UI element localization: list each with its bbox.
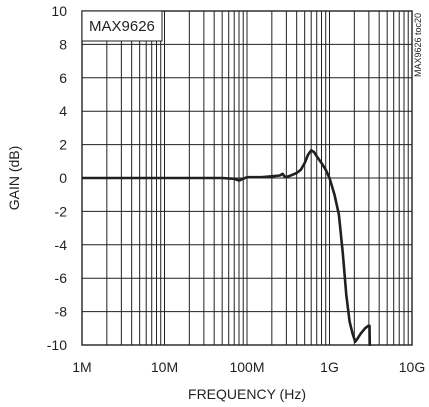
y-tick-label: -8 [55, 304, 68, 320]
y-tick-label: 0 [59, 170, 67, 186]
y-tick-label: -10 [47, 337, 67, 353]
y-tick-labels: 10 8 6 4 2 0 -2 -4 -6 -8 -10 [47, 3, 67, 353]
x-axis-title: FREQUENCY (Hz) [188, 386, 306, 402]
x-tick-labels: 1M 10M 100M 1G 10G [72, 359, 425, 375]
y-tick-label: 8 [59, 36, 67, 52]
x-tick-label: 10G [399, 359, 425, 375]
curve-layer [82, 149, 372, 346]
x-tick-label: 1M [72, 359, 91, 375]
y-axis-title: GAIN (dB) [6, 146, 22, 211]
gain-curve [82, 149, 372, 346]
y-tick-label: 4 [59, 103, 67, 119]
y-tick-label: 2 [59, 137, 67, 153]
side-label: MAX9626 toc20 [413, 13, 423, 77]
y-tick-label: -4 [55, 237, 68, 253]
y-tick-label: 10 [51, 3, 67, 19]
y-tick-label: -6 [55, 270, 68, 286]
plot-frame [81, 10, 413, 346]
x-tick-label: 1G [320, 359, 339, 375]
x-tick-label: 100M [229, 359, 264, 375]
chart-label-box: MAX9626 [81, 10, 163, 42]
chart-label-text: MAX9626 [89, 18, 155, 35]
y-tick-label: -2 [55, 203, 68, 219]
x-tick-label: 10M [151, 359, 178, 375]
y-tick-label: 6 [59, 70, 67, 86]
